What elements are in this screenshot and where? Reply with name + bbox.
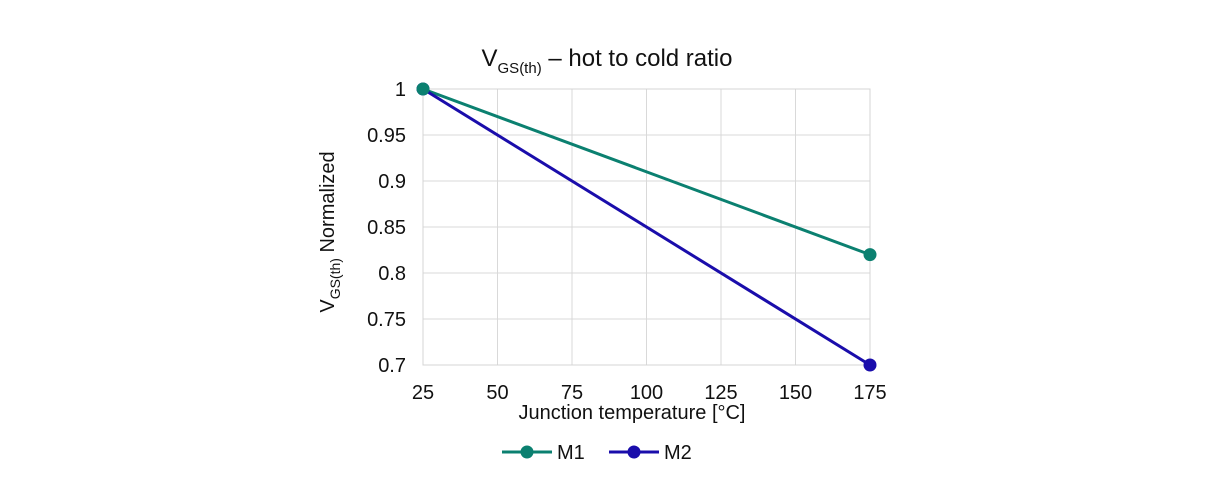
legend-label-m1: M1	[557, 442, 585, 464]
series-line-m1	[422, 87, 871, 257]
chart-title-rest: – hot to cold ratio	[542, 45, 733, 72]
chart-title: VGS(th) – hot to cold ratio	[482, 45, 733, 77]
y-axis-title-main: V	[317, 299, 339, 313]
x-axis-ticks: 25 50 75 100 125 150 175	[412, 382, 887, 404]
series-group	[416, 82, 877, 372]
chart-title-subscript: GS(th)	[498, 60, 542, 77]
data-point-m1	[863, 248, 877, 262]
y-tick-label: 0.75	[367, 309, 406, 331]
y-tick-label: 0.7	[378, 355, 406, 377]
legend-marker-m1	[520, 445, 534, 459]
legend: M1 M2	[502, 442, 692, 464]
plot-area	[422, 88, 871, 366]
legend-item-m1: M1	[502, 442, 585, 464]
x-axis-title: Junction temperature [°C]	[519, 402, 746, 424]
x-tick-label: 100	[630, 382, 663, 404]
x-tick-label: 25	[412, 382, 434, 404]
x-tick-label: 175	[853, 382, 886, 404]
y-tick-label: 0.8	[378, 263, 406, 285]
x-tick-label: 50	[486, 382, 508, 404]
data-point-m1	[416, 82, 430, 96]
y-tick-label: 0.85	[367, 217, 406, 239]
data-point-m2	[863, 358, 877, 372]
y-axis-ticks: 1 0.95 0.9 0.85 0.8 0.75 0.7	[367, 79, 406, 377]
legend-label-m2: M2	[664, 442, 692, 464]
series-line-m2	[422, 87, 871, 367]
x-tick-label: 125	[704, 382, 737, 404]
y-tick-label: 0.95	[367, 125, 406, 147]
y-tick-label: 0.9	[378, 171, 406, 193]
y-axis-title: VGS(th) Normalized	[317, 151, 343, 312]
y-tick-label: 1	[395, 79, 406, 101]
y-axis-title-subscript: GS(th)	[327, 258, 343, 299]
legend-item-m2: M2	[609, 442, 692, 464]
chart-title-main: V	[482, 45, 498, 72]
y-axis-title-rest: Normalized	[317, 151, 339, 258]
x-tick-label: 150	[779, 382, 812, 404]
x-tick-label: 75	[561, 382, 583, 404]
legend-marker-m2	[627, 445, 641, 459]
